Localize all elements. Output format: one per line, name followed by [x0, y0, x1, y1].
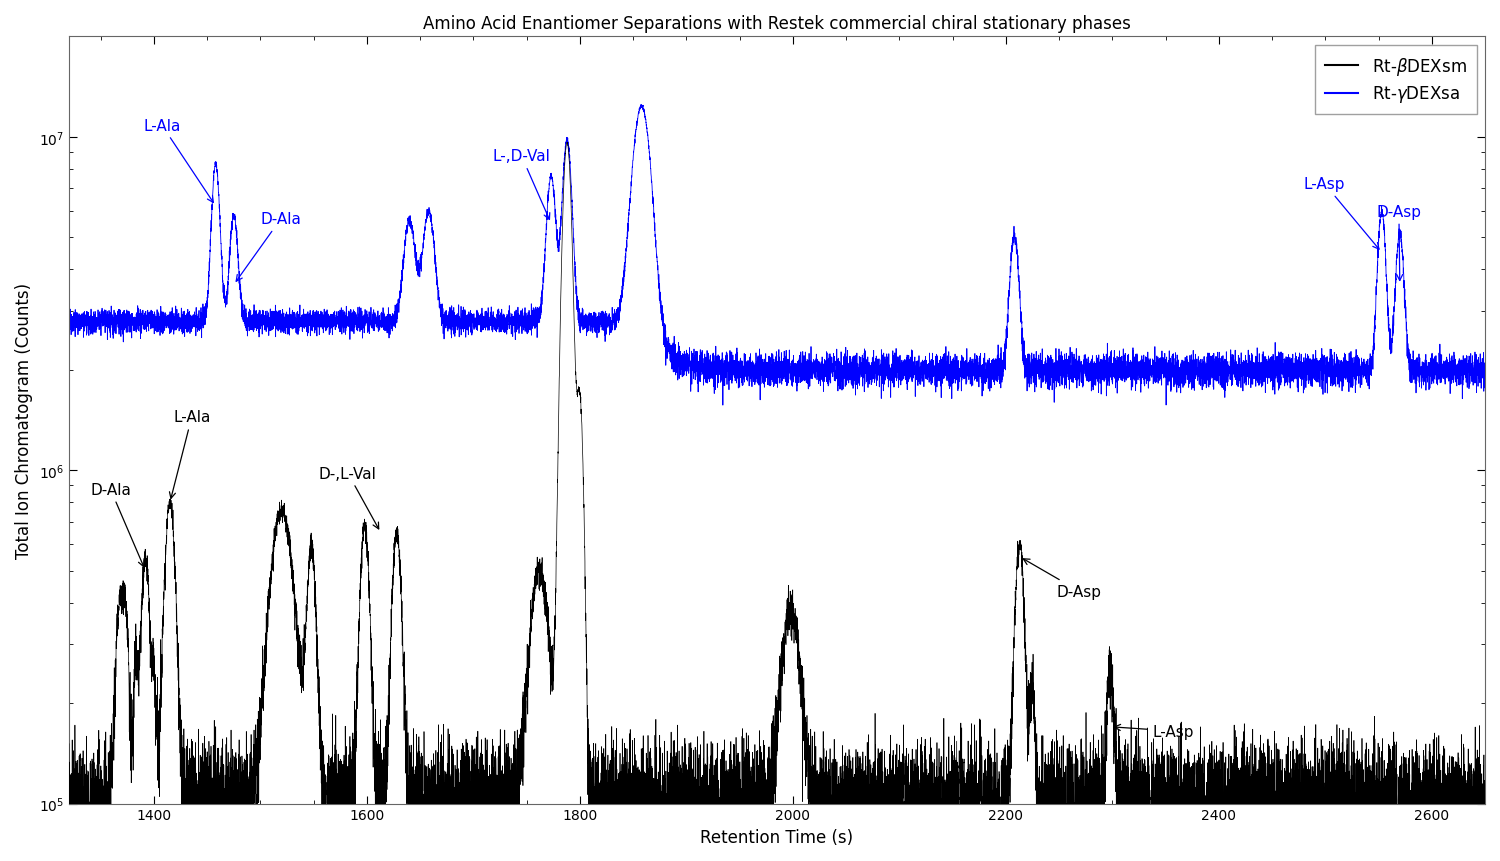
X-axis label: Retention Time (s): Retention Time (s) [700, 828, 853, 846]
Text: D-,L-Val: D-,L-Val [320, 466, 378, 530]
Y-axis label: Total Ion Chromatogram (Counts): Total Ion Chromatogram (Counts) [15, 282, 33, 559]
Text: L-Asp: L-Asp [1304, 177, 1378, 250]
Text: D-Ala: D-Ala [236, 212, 302, 282]
Legend: Rt-$\beta$DEXsm, Rt-$\gamma$DEXsa: Rt-$\beta$DEXsm, Rt-$\gamma$DEXsa [1316, 46, 1476, 115]
Text: L-Asp: L-Asp [1114, 724, 1194, 739]
Text: L-,D-Val: L-,D-Val [492, 149, 550, 220]
Text: D-Asp: D-Asp [1377, 204, 1422, 282]
Title: Amino Acid Enantiomer Separations with Restek commercial chiral stationary phase: Amino Acid Enantiomer Separations with R… [423, 15, 1131, 33]
Text: D-Asp: D-Asp [1023, 559, 1102, 599]
Text: L-Ala: L-Ala [170, 410, 210, 499]
Text: D-Ala: D-Ala [90, 482, 144, 567]
Text: L-Ala: L-Ala [144, 119, 213, 203]
